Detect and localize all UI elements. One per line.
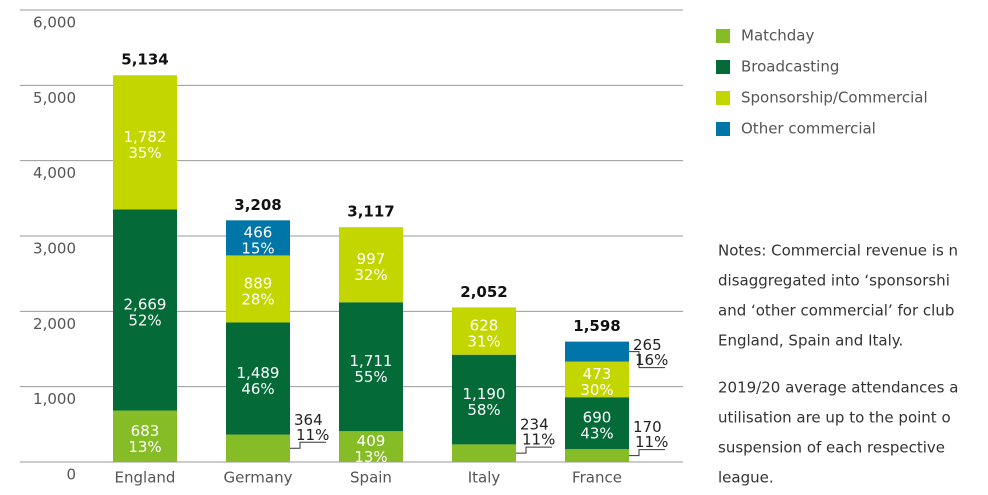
value-label: 628: [470, 317, 499, 335]
y-tick-label: 0: [66, 466, 76, 484]
bar-segment: [339, 302, 403, 432]
y-tick-label: 3,000: [33, 240, 76, 258]
percent-label: 43%: [580, 425, 613, 443]
percent-label: 31%: [467, 333, 500, 351]
y-tick-label: 1,000: [33, 390, 76, 408]
legend-swatch: [716, 60, 730, 74]
value-label: 690: [583, 409, 612, 427]
total-label: 3,117: [347, 203, 394, 221]
bar-segment: [339, 431, 403, 462]
percent-label: 13%: [128, 438, 161, 456]
legend-swatch: [716, 122, 730, 136]
bar-segment: [452, 354, 516, 445]
legend-swatch: [716, 91, 730, 105]
total-label: 5,134: [121, 51, 168, 69]
value-label: 1,711: [350, 352, 393, 370]
bar-segment: [565, 361, 629, 398]
value-label: 2,669: [124, 296, 167, 314]
note-text: league.: [718, 469, 774, 487]
value-label: 473: [583, 365, 612, 383]
x-tick-label: Italy: [468, 469, 501, 487]
value-label: 234: [520, 416, 549, 434]
leader-line: [629, 351, 665, 369]
leader-line: [629, 449, 665, 457]
y-tick-label: 2,000: [33, 315, 76, 333]
value-label: 1,489: [237, 364, 280, 382]
legend-label: Broadcasting: [741, 58, 839, 76]
percent-label: 55%: [354, 368, 387, 386]
x-tick-label: England: [115, 469, 176, 487]
bar-segment: [565, 341, 629, 362]
percent-label: 16%: [635, 351, 668, 369]
bar-segment: [226, 255, 290, 323]
percent-label: 15%: [241, 239, 274, 257]
value-label: 1,190: [463, 385, 506, 403]
percent-label: 11%: [635, 433, 668, 451]
x-tick-label: Spain: [350, 469, 392, 487]
legend-label: Matchday: [741, 27, 814, 45]
percent-label: 13%: [354, 448, 387, 466]
note-text: utilisation are up to the point o: [718, 409, 951, 427]
percent-label: 11%: [296, 426, 329, 444]
percent-label: 58%: [467, 401, 500, 419]
value-label: 997: [357, 250, 386, 268]
legend-label: Other commercial: [741, 120, 876, 138]
leader-line: [290, 441, 326, 449]
x-tick-label: Germany: [224, 469, 293, 487]
value-label: 265: [633, 336, 662, 354]
value-label: 409: [357, 432, 386, 450]
bar-segment: [339, 227, 403, 303]
y-tick-label: 5,000: [33, 89, 76, 107]
y-tick-label: 6,000: [33, 14, 76, 32]
percent-label: 46%: [241, 380, 274, 398]
note-text: suspension of each respective: [718, 439, 945, 457]
note-text: disaggregated into ‘sponsorshi: [718, 272, 950, 290]
total-label: 1,598: [573, 317, 620, 335]
percent-label: 30%: [580, 381, 613, 399]
bar-segment: [113, 75, 177, 210]
x-tick-label: France: [572, 469, 622, 487]
percent-label: 32%: [354, 266, 387, 284]
value-label: 170: [633, 418, 662, 436]
bar-segment: [565, 397, 629, 450]
legend-label: Sponsorship/Commercial: [741, 89, 928, 107]
bar-segment: [226, 322, 290, 435]
value-label: 683: [131, 422, 160, 440]
percent-label: 28%: [241, 290, 274, 308]
bar-segment: [226, 434, 290, 462]
note-text: and ‘other commercial’ for club: [718, 302, 954, 320]
total-label: 2,052: [460, 283, 507, 301]
leader-line: [516, 446, 552, 454]
y-tick-label: 4,000: [33, 164, 76, 182]
percent-label: 52%: [128, 312, 161, 330]
percent-label: 35%: [128, 144, 161, 162]
note-text: Notes: Commercial revenue is n: [718, 242, 958, 260]
value-label: 1,782: [124, 128, 167, 146]
legend-swatch: [716, 29, 730, 43]
note-text: England, Spain and Italy.: [718, 332, 903, 350]
bar-segment: [113, 410, 177, 462]
value-label: 364: [294, 411, 323, 429]
bar-segment: [452, 307, 516, 355]
bar-segment: [113, 209, 177, 411]
percent-label: 11%: [522, 431, 555, 449]
value-label: 466: [244, 223, 273, 241]
bar-segment: [565, 449, 629, 462]
bar-segment: [452, 444, 516, 462]
bar-segment: [226, 220, 290, 256]
note-text: 2019/20 average attendances a: [718, 379, 958, 397]
total-label: 3,208: [234, 196, 281, 214]
value-label: 889: [244, 274, 273, 292]
